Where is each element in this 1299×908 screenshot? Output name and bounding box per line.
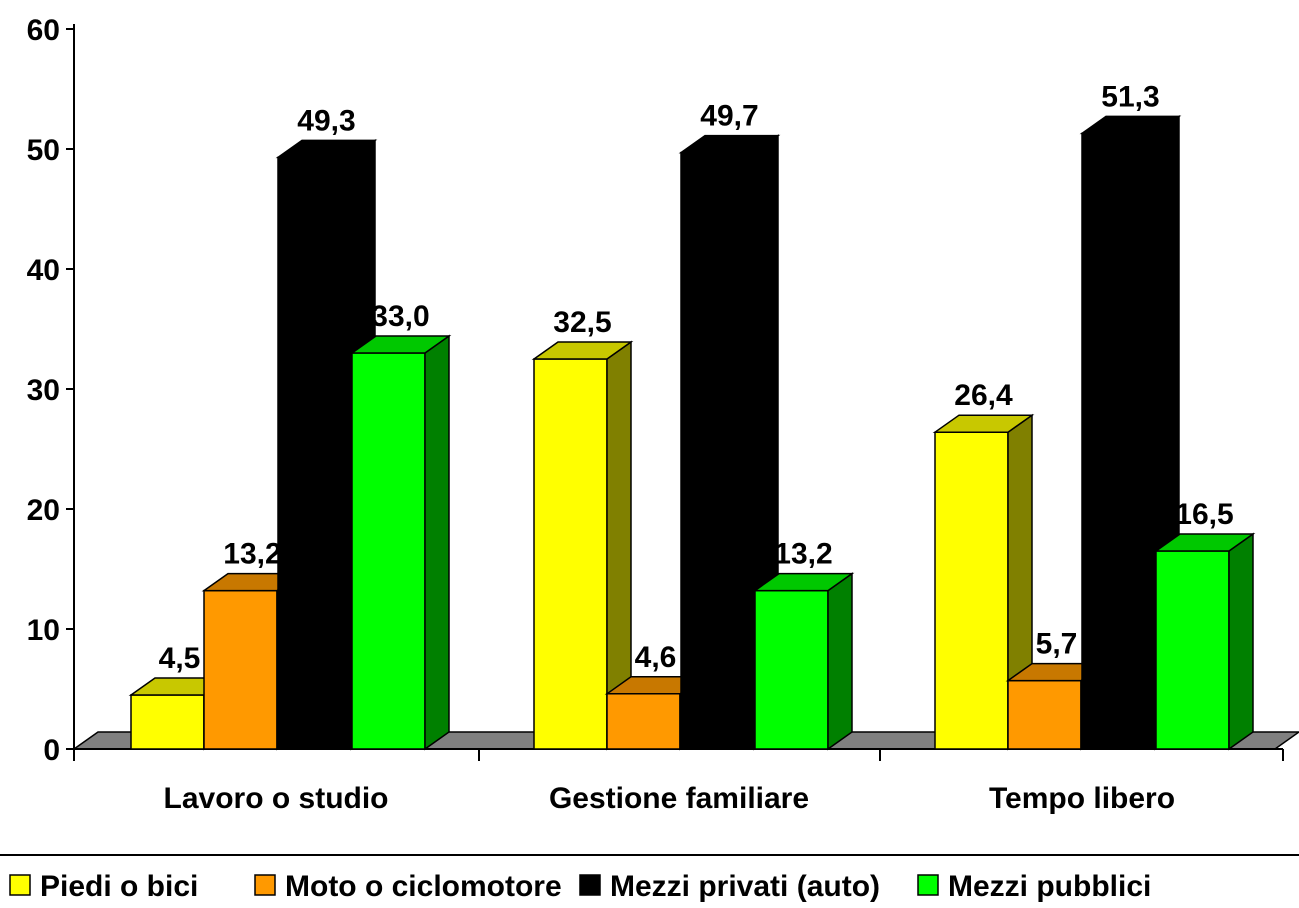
y-tick-label: 10: [27, 614, 60, 647]
bar-side: [827, 572, 853, 751]
bar-front: [203, 589, 278, 750]
bar-value-label: 49,7: [700, 100, 758, 133]
bar-value-label: 49,3: [297, 104, 355, 137]
bar-value-label: 4,5: [159, 642, 201, 675]
bar-front: [1155, 550, 1230, 750]
bar-front: [1081, 132, 1156, 750]
bar-front: [1007, 679, 1082, 750]
legend-label: Piedi o bici: [40, 870, 198, 903]
bar-value-label: 4,6: [635, 641, 677, 674]
y-tick-label: 0: [43, 734, 60, 767]
y-tick-label: 40: [27, 254, 60, 287]
bar-front: [754, 589, 829, 750]
bar-top: [932, 414, 1035, 433]
bar-2-0: [932, 413, 1035, 751]
x-category-label: Tempo libero: [989, 782, 1175, 815]
legend-label: Moto o ciclomotore: [285, 870, 562, 903]
legend-label: Mezzi pubblici: [948, 870, 1151, 903]
bar-value-label: 51,3: [1101, 80, 1159, 113]
legend-swatch: [917, 874, 939, 896]
bar-value-label: 13,2: [223, 538, 281, 571]
bar-value-label: 5,7: [1036, 628, 1078, 661]
legend-swatch: [254, 874, 276, 896]
bar-value-label: 16,5: [1175, 498, 1233, 531]
bar-front: [606, 693, 681, 750]
y-tick-label: 50: [27, 134, 60, 167]
bar-top: [678, 134, 781, 154]
bar-value-label: 32,5: [553, 306, 611, 339]
legend-item: Mezzi privati (auto): [579, 870, 880, 903]
bar-side: [1228, 532, 1254, 751]
bar-top: [275, 139, 378, 159]
legend-swatch: [9, 874, 31, 896]
bar-1-0: [531, 340, 634, 751]
bar-front: [533, 358, 608, 750]
bar-top: [1079, 115, 1182, 135]
bar-side: [424, 334, 450, 751]
y-tick-label: 60: [27, 14, 60, 47]
legend-item: Mezzi pubblici: [917, 870, 1151, 903]
bar-2-3: [1153, 532, 1256, 751]
legend-label: Mezzi privati (auto): [610, 870, 880, 903]
legend-item: Piedi o bici: [9, 870, 198, 903]
bar-front: [130, 694, 205, 750]
bar-top: [531, 341, 634, 360]
bar-0-3: [349, 334, 452, 751]
chart-axes: 0 10 20 30 40 50 60 Lavoro o studio Gestione fam…: [27, 14, 1284, 815]
bar-front: [277, 156, 352, 750]
chart-bars: [128, 114, 1256, 751]
bar-top: [752, 572, 855, 592]
bar-top: [1153, 533, 1256, 552]
y-tick-label: 30: [27, 374, 60, 407]
bar-front: [680, 151, 755, 750]
legend-item: Moto o ciclomotore: [254, 870, 562, 903]
bar-value-label: 33,0: [371, 300, 429, 333]
bar-front: [351, 352, 426, 750]
bar-value-label: 13,2: [774, 538, 832, 571]
bar-1-3: [752, 572, 855, 751]
bar-front: [934, 431, 1009, 750]
x-category-label: Lavoro o studio: [164, 782, 389, 815]
legend-swatch: [579, 874, 601, 896]
chart-legend: Piedi o bici Moto o ciclomotore Mezzi priv…: [0, 854, 1299, 903]
chart-data-labels: 4,5 13,2 49,3 33,0 32,5 4,6 49,7 13,2 26,4 5,7 51,…: [159, 80, 1234, 675]
bar-top: [349, 335, 452, 354]
y-tick-label: 20: [27, 494, 60, 527]
x-category-label: Gestione familiare: [549, 782, 809, 815]
bar-value-label: 26,4: [954, 379, 1013, 412]
